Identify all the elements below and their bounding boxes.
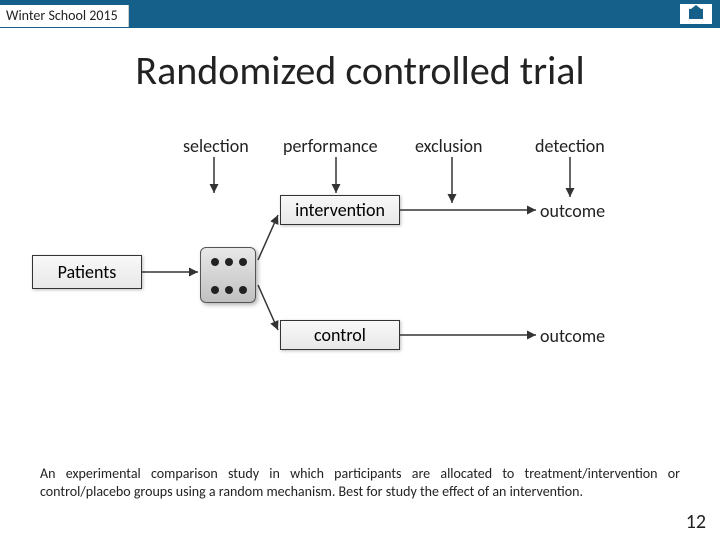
header-text: Winter School 2015: [0, 5, 129, 27]
outcome-bottom: outcome: [540, 325, 605, 347]
dice-icon: [200, 247, 256, 303]
header-bar: Winter School 2015: [0, 0, 720, 28]
rct-diagram: selection performance exclusion detectio…: [0, 125, 720, 425]
node-control: control: [280, 320, 400, 350]
caption-text: An experimental comparison study in whic…: [40, 465, 680, 500]
node-intervention: intervention: [280, 195, 400, 225]
logo-icon: [680, 4, 712, 24]
page-title: Randomized controlled trial: [0, 46, 720, 95]
page-number: 12: [686, 510, 706, 534]
bias-detection: detection: [535, 135, 605, 157]
node-patients: Patients: [32, 255, 142, 289]
bias-exclusion: exclusion: [415, 135, 482, 157]
outcome-top: outcome: [540, 200, 605, 222]
bias-performance: performance: [283, 135, 378, 157]
bias-selection: selection: [183, 135, 249, 157]
